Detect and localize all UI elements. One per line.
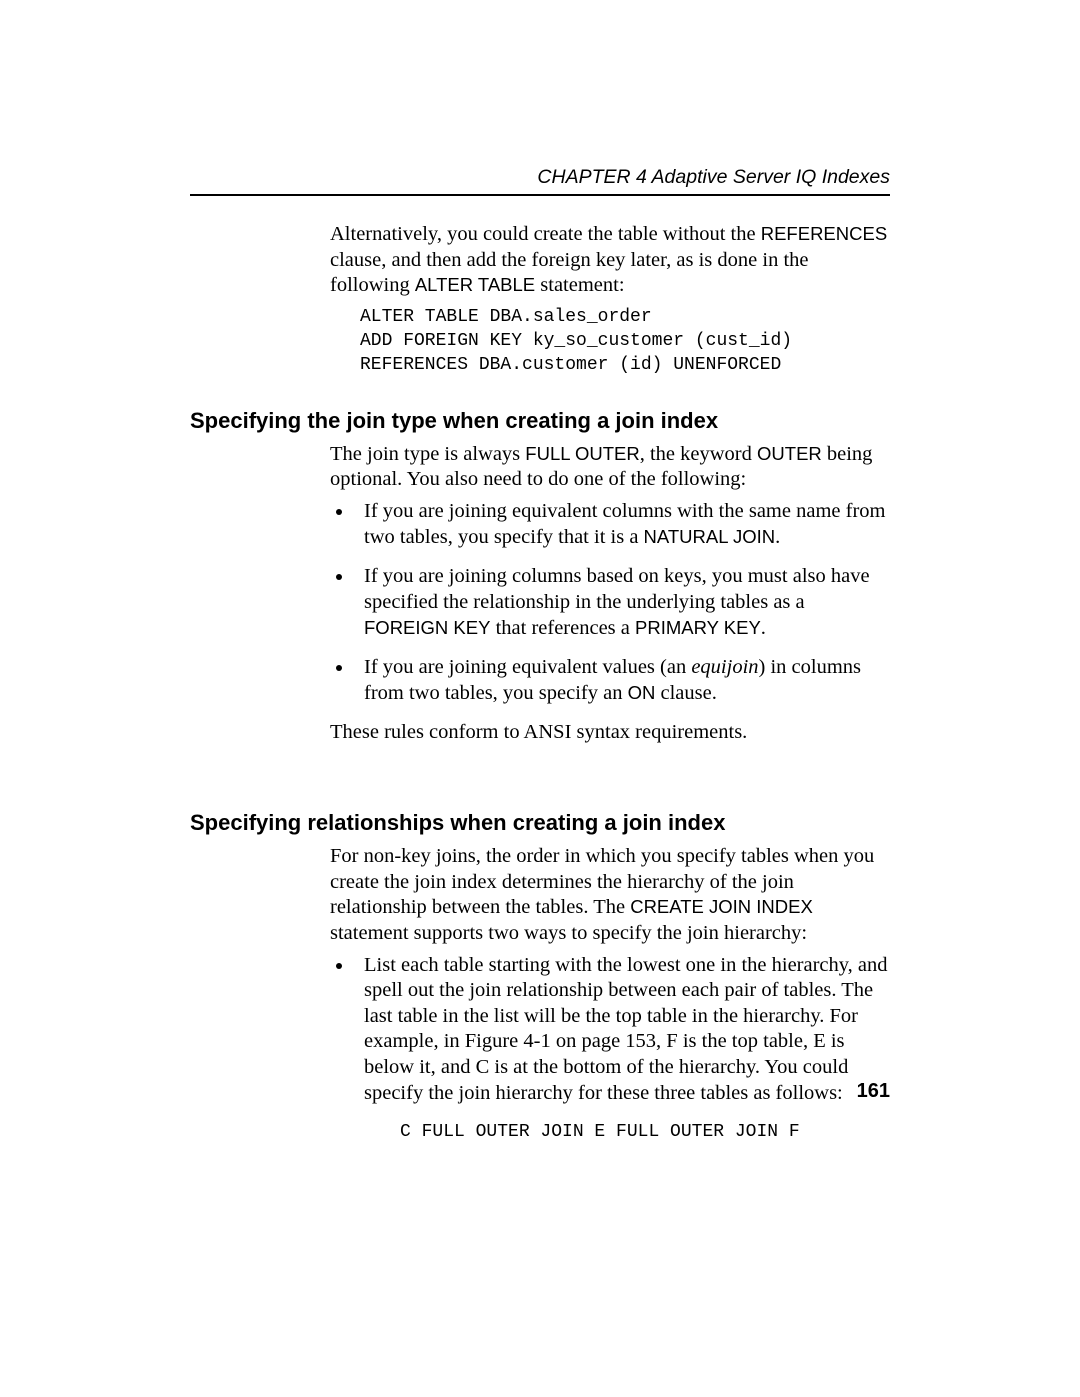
page: CHAPTER 4 Adaptive Server IQ Indexes Alt… [0,0,1080,1397]
keyword-full-outer: FULL OUTER [525,443,639,464]
italic-equijoin: equijoin [691,656,758,678]
text: If you are joining equivalent values (an [364,656,691,678]
text: . [761,617,766,639]
keyword-primary-key: PRIMARY KEY [635,617,761,638]
list-item: If you are joining equivalent values (an… [354,655,890,706]
header-rule [190,194,890,196]
keyword-natural-join: NATURAL JOIN [644,526,776,547]
list-item: If you are joining columns based on keys… [354,564,890,641]
code-full-outer-join: C FULL OUTER JOIN E FULL OUTER JOIN F [400,1120,890,1144]
keyword-references: REFERENCES [761,223,887,244]
keyword-foreign-key: FOREIGN KEY [364,617,490,638]
text: statement supports two ways to specify t… [330,922,807,944]
keyword-create-join-index: CREATE JOIN INDEX [630,896,813,917]
section-heading-join-type: Specifying the join type when creating a… [190,408,890,434]
text: The join type is always [330,443,525,465]
text: . [775,526,780,548]
section1-closing: These rules conform to ANSI syntax requi… [330,720,890,746]
text: that references a [490,617,635,639]
text: Alternatively, you could create the tabl… [330,223,761,245]
text: , the keyword [640,443,757,465]
content-area: Alternatively, you could create the tabl… [190,222,890,1175]
list-item: If you are joining equivalent columns wi… [354,499,890,550]
section-heading-relationships: Specifying relationships when creating a… [190,810,890,836]
text: If you are joining equivalent columns wi… [364,500,885,548]
text: statement: [535,274,624,296]
keyword-outer: OUTER [757,443,822,464]
keyword-alter-table: ALTER TABLE [415,274,535,295]
text: clause. [655,682,716,704]
section2-paragraph: For non-key joins, the order in which yo… [330,844,890,947]
text: If you are joining columns based on keys… [364,565,870,613]
section2-bullet-list: List each table starting with the lowest… [330,953,890,1107]
running-head: CHAPTER 4 Adaptive Server IQ Indexes [537,166,890,189]
section1-bullet-list: If you are joining equivalent columns wi… [330,499,890,706]
list-item: List each table starting with the lowest… [354,953,890,1107]
intro-paragraph: Alternatively, you could create the tabl… [330,222,890,299]
page-number: 161 [857,1080,890,1103]
code-alter-table: ALTER TABLE DBA.sales_order ADD FOREIGN … [360,305,890,378]
keyword-on: ON [628,682,656,703]
section1-paragraph: The join type is always FULL OUTER, the … [330,442,890,493]
